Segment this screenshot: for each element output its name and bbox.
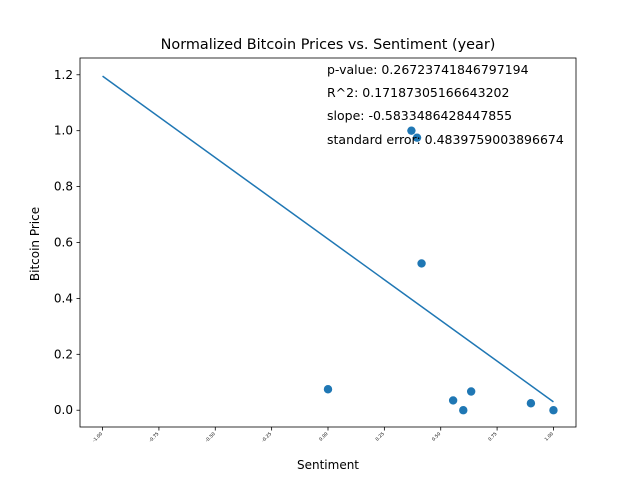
- y-tick-label: 0.6: [54, 236, 73, 250]
- scatter-point-4: [448, 396, 458, 405]
- y-tick-label: 0.8: [54, 180, 73, 194]
- scatter-point-7: [526, 399, 536, 408]
- scatter-point-1: [407, 126, 416, 135]
- annotation-p-value: p-value: 0.26723741846797194: [327, 62, 529, 77]
- y-tick-label: 0.4: [54, 291, 73, 305]
- x-axis-label: Sentiment: [297, 458, 359, 472]
- y-axis-label: Bitcoin Price: [28, 207, 42, 281]
- scatter-point-6: [466, 387, 476, 396]
- scatter-point-8: [549, 406, 558, 415]
- scatter-point-3: [417, 259, 426, 268]
- x-tick-label: -0.25: [261, 431, 274, 444]
- annotation-standard-error: standard error: 0.4839759003896674: [327, 132, 564, 147]
- scatter-point-0: [323, 385, 333, 394]
- chart-title: Normalized Bitcoin Prices vs. Sentiment …: [161, 37, 496, 53]
- regression-line: [102, 75, 554, 403]
- scatter-point-2: [412, 133, 422, 142]
- x-tick-label: 0.25: [374, 431, 385, 442]
- x-tick-label: -0.50: [204, 431, 217, 444]
- annotation-r-squared: R^2: 0.17187305166643202: [327, 85, 509, 100]
- x-tick-label: 0.50: [431, 431, 442, 442]
- x-tick-label: 1.00: [544, 431, 555, 442]
- y-tick-label: 1.0: [54, 124, 73, 138]
- x-tick-label: 0.00: [318, 431, 329, 442]
- y-tick-label: 0.0: [54, 403, 73, 417]
- x-tick-label: -0.75: [148, 431, 161, 444]
- annotation-slope: slope: -0.5833486428447855: [327, 108, 512, 123]
- y-tick-label: 1.2: [54, 68, 73, 82]
- x-tick-label: 0.75: [487, 431, 498, 442]
- y-tick-label: 0.2: [54, 347, 73, 361]
- scatter-point-5: [459, 406, 468, 415]
- x-tick-label: -1.00: [91, 431, 104, 444]
